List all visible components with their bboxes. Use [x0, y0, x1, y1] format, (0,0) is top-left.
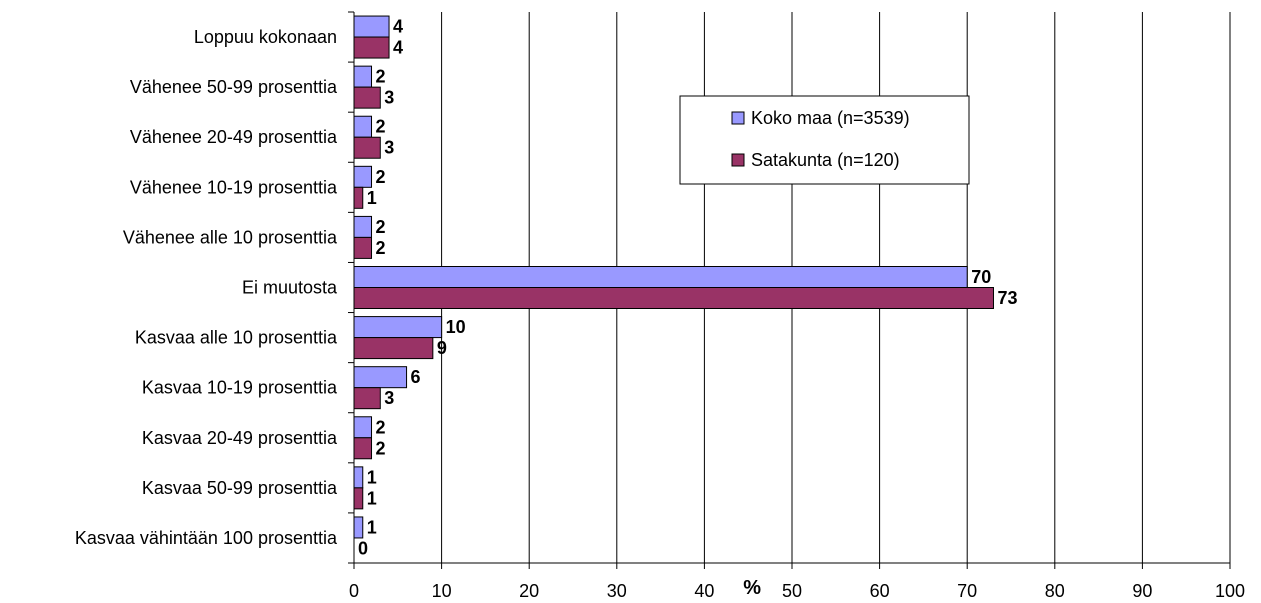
- data-label: 1: [367, 517, 377, 537]
- legend-swatch: [731, 153, 745, 167]
- data-label: 3: [384, 88, 394, 108]
- category-label: Ei muutosta: [242, 278, 338, 298]
- bar: [353, 466, 364, 489]
- data-label: 1: [367, 188, 377, 208]
- x-tick-label: 0: [349, 581, 359, 601]
- category-label: Kasvaa vähintään 100 prosenttia: [75, 528, 338, 548]
- x-tick-label: 70: [957, 581, 977, 601]
- bar: [353, 437, 373, 460]
- x-tick-label: 10: [432, 581, 452, 601]
- bar: [353, 266, 968, 288]
- data-label: 3: [384, 388, 394, 408]
- axes: [348, 11, 1231, 569]
- bar: [353, 236, 373, 259]
- data-label: 2: [376, 167, 386, 187]
- bars: [353, 15, 994, 539]
- x-tick-label: 40: [694, 581, 714, 601]
- bar: [353, 36, 390, 59]
- data-label: 73: [997, 288, 1017, 308]
- data-label: 70: [971, 267, 991, 287]
- data-label: 1: [367, 467, 377, 487]
- x-tick-label: 50: [782, 581, 802, 601]
- data-label: 2: [376, 67, 386, 87]
- x-axis-label: %: [743, 577, 761, 599]
- x-tick-label: 30: [607, 581, 627, 601]
- category-label: Vähenee 10-19 prosenttia: [130, 177, 338, 197]
- category-label: Kasvaa alle 10 prosenttia: [135, 328, 338, 348]
- data-label: 4: [393, 17, 403, 37]
- data-label: 10: [446, 317, 466, 337]
- bar: [353, 136, 381, 159]
- bar: [353, 287, 994, 309]
- bar: [353, 115, 373, 138]
- data-label: 2: [376, 417, 386, 437]
- x-tick-label: 80: [1045, 581, 1065, 601]
- bar: [353, 65, 373, 88]
- data-label: 2: [376, 438, 386, 458]
- x-tick-label: 20: [519, 581, 539, 601]
- bar: [353, 186, 364, 209]
- category-label: Kasvaa 20-49 prosenttia: [142, 428, 338, 448]
- bar: [353, 516, 364, 539]
- x-tick-label: 60: [870, 581, 890, 601]
- data-label: 9: [437, 338, 447, 358]
- data-label: 2: [376, 238, 386, 258]
- bar: [353, 416, 373, 439]
- bar: [353, 215, 373, 238]
- legend-swatch: [731, 111, 745, 125]
- category-label: Kasvaa 50-99 prosenttia: [142, 478, 338, 498]
- x-tick-label: 90: [1132, 581, 1152, 601]
- data-label: 0: [358, 538, 368, 558]
- data-label: 4: [393, 38, 403, 58]
- category-label: Vähenee 50-99 prosenttia: [130, 77, 338, 97]
- data-label: 2: [376, 217, 386, 237]
- bar: [353, 387, 381, 410]
- legend: Koko maa (n=3539) Satakunta (n=120): [679, 95, 970, 185]
- bar: [353, 15, 390, 38]
- category-label: Loppuu kokonaan: [194, 27, 337, 47]
- data-label: 6: [411, 367, 421, 387]
- category-label: Vähenee alle 10 prosenttia: [123, 227, 338, 247]
- bar: [353, 316, 443, 339]
- bar: [353, 165, 373, 188]
- bar: [353, 337, 434, 360]
- legend-label: Satakunta (n=120): [751, 150, 900, 170]
- bar: [353, 86, 381, 109]
- data-label: 2: [376, 117, 386, 137]
- legend-box: [679, 95, 970, 185]
- x-tick-label: 100: [1215, 581, 1245, 601]
- data-label: 1: [367, 488, 377, 508]
- category-label: Vähenee 20-49 prosenttia: [130, 127, 338, 147]
- legend-label: Koko maa (n=3539): [751, 108, 910, 128]
- data-label: 3: [384, 138, 394, 158]
- bar: [353, 487, 364, 510]
- category-label: Kasvaa 10-19 prosenttia: [142, 378, 338, 398]
- bar: [353, 366, 408, 389]
